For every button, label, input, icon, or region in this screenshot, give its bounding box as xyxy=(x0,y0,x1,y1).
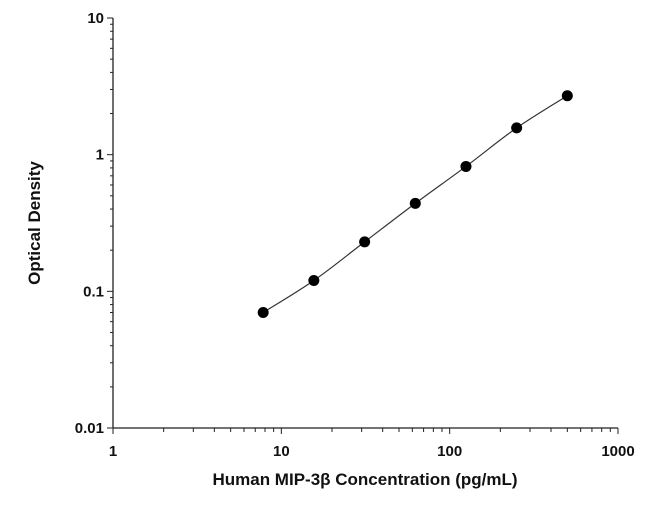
y-tick-label: 0.01 xyxy=(75,420,104,437)
x-axis-label: Human MIP-3β Concentration (pg/mL) xyxy=(212,470,517,489)
data-point xyxy=(511,122,523,134)
y-tick-label: 1 xyxy=(96,147,104,164)
data-point xyxy=(409,197,421,209)
x-tick-label: 10 xyxy=(273,443,290,460)
axes xyxy=(107,17,619,434)
x-tick-label: 1 xyxy=(109,443,117,460)
y-tick-label: 10 xyxy=(87,10,104,27)
data-points xyxy=(257,90,573,319)
tick-labels: 1 10 100 1000 0.01 0.1 1 10 xyxy=(75,10,635,460)
x-tick-label: 100 xyxy=(437,443,462,460)
y-axis-label: Optical Density xyxy=(25,161,44,285)
x-tick-label: 1000 xyxy=(601,443,634,460)
data-point xyxy=(561,90,573,102)
data-point xyxy=(460,160,472,172)
data-point xyxy=(257,307,269,319)
data-point xyxy=(308,275,320,287)
y-tick-label: 0.1 xyxy=(83,283,104,300)
data-point xyxy=(359,236,371,248)
